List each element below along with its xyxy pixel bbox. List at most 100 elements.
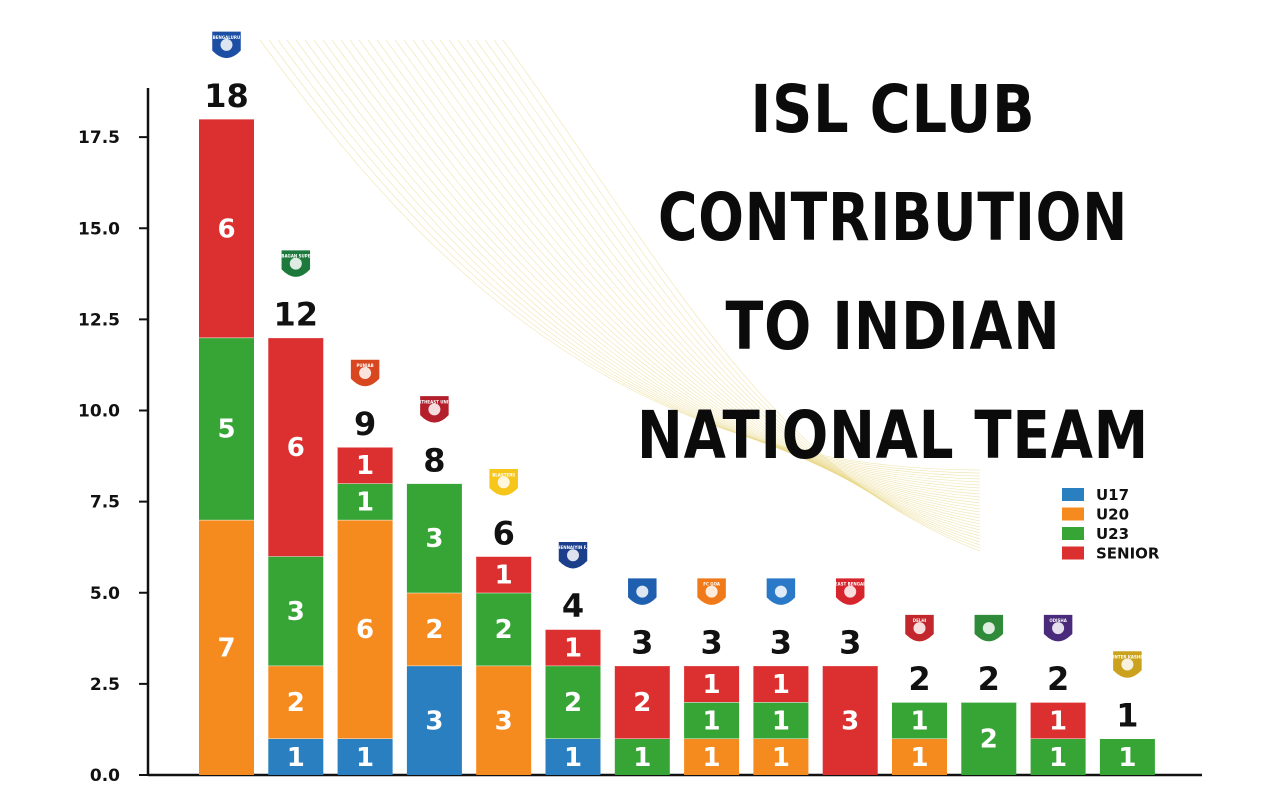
legend-label: SENIOR xyxy=(1096,545,1160,563)
segment-value-label: 6 xyxy=(217,214,235,244)
bar-segment-senior xyxy=(545,629,601,666)
decorative-curve xyxy=(259,39,981,471)
bar-total-label: 3 xyxy=(770,624,792,662)
segment-value-label: 1 xyxy=(772,706,790,736)
club-logo-icon: PUNJAB xyxy=(349,358,381,388)
segment-value-label: 3 xyxy=(495,706,513,736)
decorative-curve xyxy=(466,39,981,540)
bar-total-label: 3 xyxy=(839,624,861,662)
legend-item-u17: U17 xyxy=(1062,486,1129,504)
bar-segment-u23 xyxy=(337,483,393,520)
club-logo-icon: INTER KASHI xyxy=(1111,649,1144,680)
club-logo-text: BLASTERS xyxy=(492,472,515,477)
legend-item-u20: U20 xyxy=(1062,506,1129,524)
title-line: TO INDIAN xyxy=(726,288,1061,365)
decorative-curve xyxy=(502,39,981,552)
bar-segment-senior xyxy=(822,665,878,775)
title-line: ISL CLUB xyxy=(751,71,1036,148)
bar-segment-u20 xyxy=(476,665,532,775)
club-logo-text: NORTHEAST UNITED xyxy=(412,399,458,404)
segment-value-label: 1 xyxy=(356,451,374,481)
bar-segment-u23 xyxy=(545,665,601,739)
bar-segment-u23 xyxy=(1030,738,1086,775)
y-tick-label: 15.0 xyxy=(78,219,120,239)
segment-value-label: 2 xyxy=(495,615,513,645)
club-logo-icon: FC GOA xyxy=(695,576,728,607)
decorative-curves xyxy=(259,39,981,552)
segment-value-label: 1 xyxy=(495,561,513,591)
segment-value-label: 2 xyxy=(564,688,582,718)
bar-segment-u20 xyxy=(337,519,393,739)
decorative-curve xyxy=(322,39,981,492)
segment-value-label: 1 xyxy=(910,743,928,773)
legend-swatch xyxy=(1062,546,1084,560)
club-logo-text: EAST BENGAL xyxy=(835,582,866,587)
axes xyxy=(146,88,1202,777)
decorative-curve xyxy=(493,39,981,549)
y-tick-label: 17.5 xyxy=(78,128,120,148)
bar-total-label: 2 xyxy=(978,660,1000,698)
legend-item-u23: U23 xyxy=(1062,525,1129,543)
bar-segment-u20 xyxy=(684,738,740,775)
segment-value-label: 1 xyxy=(1049,706,1067,736)
club-logo-text: CHENNAIYIN F.C. xyxy=(554,545,592,550)
segment-value-label: 1 xyxy=(564,633,582,663)
bar-segment-u23 xyxy=(476,592,532,666)
legend-item-senior: SENIOR xyxy=(1062,545,1160,563)
decorative-curve xyxy=(268,39,981,474)
y-tick-label: 2.5 xyxy=(90,675,120,695)
bar-total-label: 2 xyxy=(1047,660,1069,698)
decorative-curve xyxy=(484,39,981,546)
bar-segment-u23 xyxy=(614,738,670,775)
segment-value-label: 3 xyxy=(425,524,443,554)
decorative-curve xyxy=(367,39,981,507)
decorative-curve xyxy=(376,39,981,510)
club-logo-icon: EAST BENGAL xyxy=(834,576,866,607)
club-logo-text: PUNJAB xyxy=(357,363,374,368)
bar-segment-senior xyxy=(684,665,740,703)
segment-value-label: 1 xyxy=(356,743,374,773)
club-logo-icon: ODISHA xyxy=(1042,613,1074,643)
segment-value-label: 1 xyxy=(287,743,305,773)
decorative-curve xyxy=(349,39,981,501)
club-logo-icon: DELHI xyxy=(903,613,936,643)
decorative-curve xyxy=(439,39,981,531)
decorative-curve xyxy=(430,39,981,528)
segment-value-label: 1 xyxy=(703,706,721,736)
bar-total-label: 8 xyxy=(423,441,445,479)
segment-value-label: 1 xyxy=(703,743,721,773)
club-logo-text: MOHUN BAGAN SUPER GIANT xyxy=(263,254,329,259)
bar-total-label: 12 xyxy=(274,296,319,334)
segment-value-label: 1 xyxy=(772,670,790,700)
decorative-curve xyxy=(394,39,981,516)
segment-value-label: 3 xyxy=(841,706,859,736)
decorative-curve xyxy=(304,39,981,486)
legend-label: U20 xyxy=(1096,506,1129,524)
bar-segment-u23 xyxy=(684,702,740,739)
decorative-curve xyxy=(412,39,981,522)
bar-segment-senior xyxy=(614,665,670,739)
decorative-curve xyxy=(475,39,981,543)
club-logos: BENGALURU MOHUN BAGAN SUPER GIANT PUNJAB NO… xyxy=(210,30,1144,680)
bar-segment-senior xyxy=(476,556,532,593)
bar-segment-u17 xyxy=(337,738,393,775)
y-tick-label: 0.0 xyxy=(90,766,120,786)
bar-segment-u20 xyxy=(753,738,809,775)
segment-value-label: 1 xyxy=(910,706,928,736)
segment-value-label: 3 xyxy=(425,706,443,736)
bar-segment-u20 xyxy=(892,738,947,775)
decorative-curve xyxy=(457,39,981,537)
title-line: CONTRIBUTION xyxy=(658,179,1128,256)
club-logo-text: FC GOA xyxy=(703,582,721,587)
club-logo-text: DELHI xyxy=(913,618,927,623)
club-logo-text: BENGALURU xyxy=(213,35,241,40)
y-tick-label: 5.0 xyxy=(90,584,120,604)
bar-segment-u23 xyxy=(753,702,809,739)
segment-value-label: 5 xyxy=(217,415,235,445)
chart-title: ISL CLUB CONTRIBUTION TO INDIAN NATIONAL TE… xyxy=(637,71,1148,474)
bar-segment-u23 xyxy=(1099,738,1155,775)
bar-total-label: 1 xyxy=(1116,697,1138,735)
